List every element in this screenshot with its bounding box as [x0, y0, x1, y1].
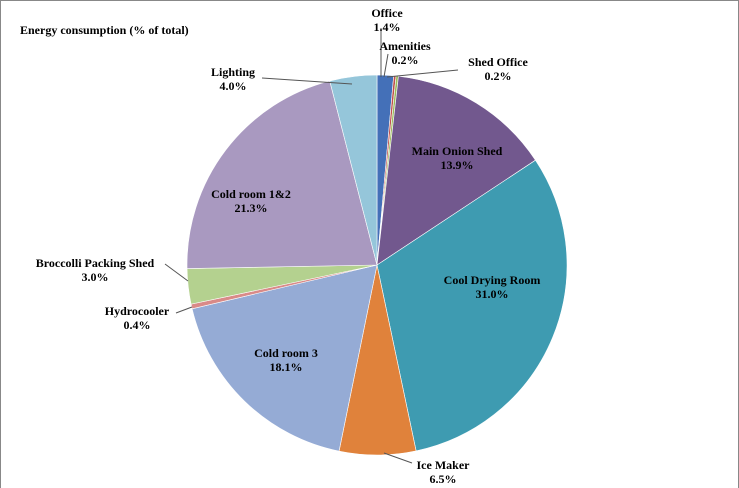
value-label: 21.3%	[235, 201, 268, 215]
value-label: 0.2%	[485, 69, 512, 83]
leader-line	[175, 306, 193, 314]
value-label: 0.4%	[124, 318, 151, 332]
slice-label: Lighting	[211, 65, 255, 79]
value-label: 13.9%	[441, 158, 474, 172]
slice-label: Shed Office	[468, 55, 528, 69]
value-label: 4.0%	[220, 79, 247, 93]
chart-title: Energy consumption (% of total)	[20, 23, 189, 37]
leader-line	[386, 69, 459, 78]
slice-label: Main Onion Shed	[412, 144, 503, 158]
value-label: 0.2%	[392, 53, 419, 67]
slice-label: Cold room 1&2	[211, 187, 291, 201]
leader-line	[383, 452, 413, 464]
pie-slice	[376, 75, 536, 266]
leader-line	[383, 53, 389, 78]
value-label: 18.1%	[270, 360, 303, 374]
slice-label: Ice Maker	[417, 458, 471, 472]
slice-label: Cool Drying Room	[444, 273, 541, 287]
value-label: 1.4%	[374, 20, 401, 34]
pie-slice	[329, 74, 378, 266]
slice-label: Broccolli Packing Shed	[36, 256, 155, 270]
value-label: 6.5%	[430, 472, 457, 486]
slice-label: Office	[371, 6, 403, 20]
value-label: 31.0%	[476, 287, 509, 301]
pie-slice	[376, 159, 568, 452]
slice-label: Amenities	[379, 39, 431, 53]
pie-slice	[191, 264, 378, 452]
leader-line	[164, 263, 189, 282]
leader-line	[261, 77, 353, 85]
slice-label: Hydrocooler	[105, 304, 170, 318]
value-label: 3.0%	[82, 270, 109, 284]
slice-label: Cold room 3	[254, 346, 318, 360]
pie-slice	[186, 80, 378, 269]
